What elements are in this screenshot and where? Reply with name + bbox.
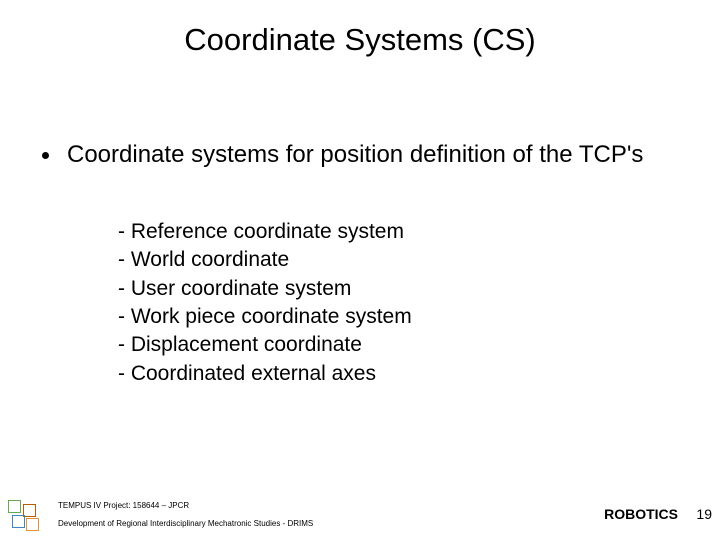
list-item: - Reference coordinate system (118, 218, 678, 246)
footer-line2: Development of Regional Interdisciplinar… (58, 519, 313, 528)
main-bullet: Coordinate systems for position definiti… (42, 140, 678, 170)
bullet-dot (42, 152, 49, 159)
logo-square (8, 500, 21, 513)
footer-robotics: ROBOTICS (604, 506, 678, 522)
list-item: - Displacement coordinate (118, 331, 678, 359)
sub-list: - Reference coordinate system - World co… (118, 218, 678, 388)
logo-square (26, 518, 39, 531)
bullet-text: Coordinate systems for position definiti… (67, 140, 643, 170)
logo-square (12, 515, 25, 528)
footer: TEMPUS IV Project: 158644 – JPCR Develop… (0, 490, 720, 540)
bullet-row: Coordinate systems for position definiti… (42, 140, 678, 170)
footer-line1: TEMPUS IV Project: 158644 – JPCR (58, 501, 189, 510)
list-item: - Work piece coordinate system (118, 303, 678, 331)
list-item: - World coordinate (118, 246, 678, 274)
page-number: 19 (696, 506, 712, 522)
list-item: - Coordinated external axes (118, 360, 678, 388)
slide: Coordinate Systems (CS) Coordinate syste… (0, 0, 720, 540)
logo-icon (6, 498, 42, 534)
page-title: Coordinate Systems (CS) (0, 22, 720, 58)
list-item: - User coordinate system (118, 275, 678, 303)
